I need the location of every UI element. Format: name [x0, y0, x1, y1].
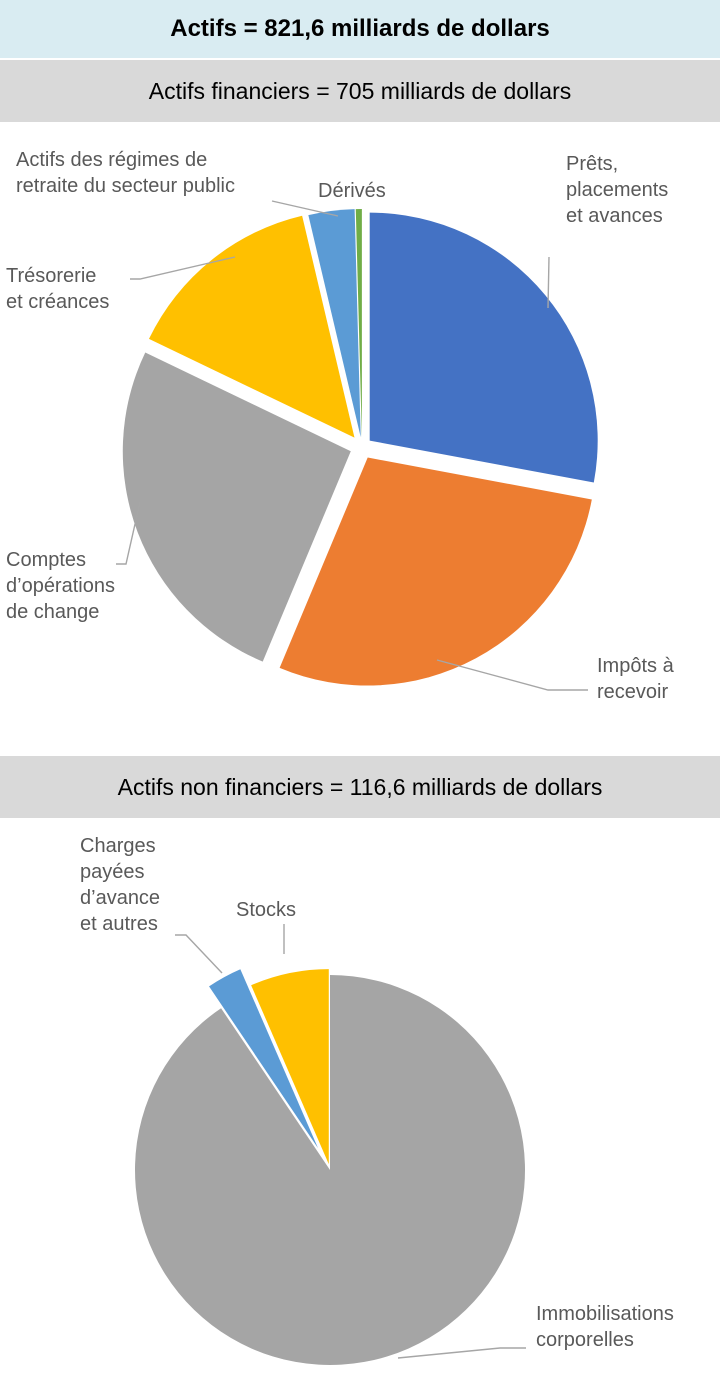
- financial-assets-pie-chart: Prêts, placements et avances Impôts à recevo…: [6, 149, 675, 703]
- pie-slice-derives: [355, 209, 362, 438]
- leader-line-immobilisations-corporelles: [397, 1347, 526, 1359]
- slice-label-derives: Dérivés: [318, 180, 386, 202]
- slice-label-charges-payees-d-avance-et-autres: Charges payées d’avance et autres: [80, 835, 160, 935]
- pie-slice-actifs-des-regimes-de-retraite-du-secteur-public: [308, 209, 361, 438]
- slice-label-stocks: Stocks: [236, 899, 296, 921]
- financial-assets-title: Actifs financiers = 705 milliards de dol…: [0, 60, 720, 122]
- leader-line-comptes-d-operations-de-change: [116, 501, 141, 565]
- pie-slice-comptes-d-operations-de-change: [122, 352, 351, 662]
- leader-line-impots-a-recevoir: [436, 659, 588, 691]
- pie-slice-tresorerie-et-creances: [148, 215, 355, 438]
- page-title: Actifs = 821,6 milliards de dollars: [0, 0, 720, 58]
- pie-slice-charges-payees-d-avance-et-autres: [209, 969, 318, 1149]
- slice-label-comptes-d-operations-de-change: Comptes d’opérations de change: [6, 549, 115, 623]
- non-financial-assets-title: Actifs non financiers = 116,6 milliards …: [0, 756, 720, 818]
- slice-label-prets-placements-et-avances: Prêts, placements et avances: [566, 153, 668, 227]
- leader-line-charges-payees-d-avance-et-autres: [175, 934, 223, 974]
- pie-slice-stocks: [251, 969, 329, 1165]
- leader-line-tresorerie-et-creances: [130, 256, 236, 280]
- non-financial-assets-pie-chart: Immobilisations corporelles Charges payées d…: [80, 835, 674, 1365]
- pie-slice-prets-placements-et-avances: [369, 212, 598, 483]
- pie-slice-immobilisations-corporelles: [135, 975, 525, 1365]
- pie-slice-impots-a-recevoir: [279, 457, 592, 686]
- leader-line-actifs-des-regimes-de-retraite-du-secteur-public: [271, 200, 339, 217]
- slice-label-immobilisations-corporelles: Immobilisations corporelles: [536, 1303, 674, 1351]
- slice-label-impots-a-recevoir: Impôts à recevoir: [597, 655, 675, 703]
- slice-label-actifs-des-regimes-de-retraite-du-secteur-public: Actifs des régimes de retraite du secteur…: [16, 149, 235, 197]
- slice-label-tresorerie-et-creances: Trésorerie et créances: [6, 265, 109, 313]
- leader-line-prets-placements-et-avances: [547, 256, 550, 309]
